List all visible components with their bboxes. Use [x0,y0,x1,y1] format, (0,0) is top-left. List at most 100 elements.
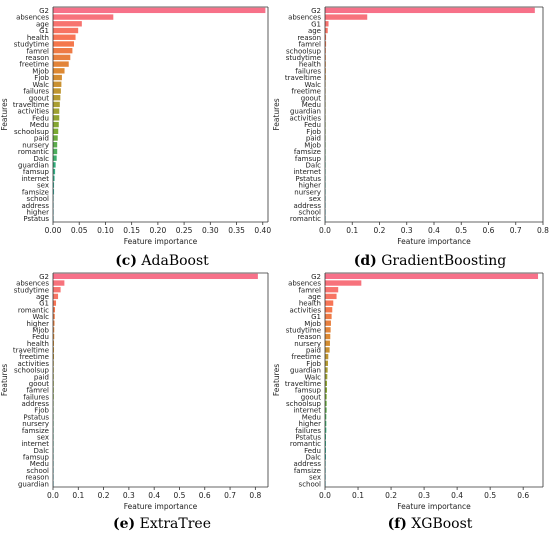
category-label: Fedu [304,447,321,455]
category-label: health [27,340,49,348]
category-label: paid [34,135,49,143]
category-label: nursery [22,141,49,149]
category-label: G1 [311,313,321,321]
category-label: famsup [295,387,322,395]
x-tick-label: 0.5 [174,491,186,500]
bar-nursery [325,340,330,346]
category-label: activities [289,306,321,314]
category-label: Pstatus [295,433,321,441]
category-label: Fedu [32,114,49,122]
bar-internet [53,175,55,182]
category-label: famsize [22,188,49,196]
category-label: activities [289,114,321,122]
bar-age [53,21,82,27]
x-axis-title: Feature importance [397,502,471,511]
bar-romantic [53,148,58,155]
chart-adaboost: G2absencesageG1healthstudytimefamrelreas… [0,6,271,246]
caption-extratree: (e) ExtraTree [62,516,262,532]
bar-failures [325,427,327,433]
bar-G2 [53,7,266,14]
category-label: Walc [32,81,49,89]
bar-health [53,340,55,346]
category-label: Dalc [34,447,50,455]
category-label: age [308,293,321,301]
x-tick-label: 0.0 [319,226,331,235]
x-tick-label: 0.6 [483,226,495,235]
bar-romantic [53,307,56,313]
category-label: health [299,300,321,308]
category-label: sex [37,182,49,190]
bar-G1 [53,27,79,34]
category-label: Dalc [306,454,322,462]
category-label: studytime [14,286,49,294]
bar-G2 [325,273,539,280]
category-label: guardian [18,480,49,488]
category-label: Fedu [304,121,321,129]
bar-absences [325,14,368,20]
category-label: goout [29,94,49,102]
category-label: G1 [311,20,321,28]
bar-Dalc [325,454,326,460]
category-label: G2 [311,7,321,15]
bar-famsup [53,168,56,175]
category-label: Mjob [32,67,49,75]
category-label: age [308,27,321,35]
bar-sex [53,182,55,188]
x-tick-label: 0.20 [150,226,167,235]
category-label: famrel [26,47,49,55]
bar-nursery [53,142,58,148]
x-tick-label: 0.1 [346,226,358,235]
category-label: higher [299,182,322,190]
bar-Fedu [53,333,55,340]
x-tick-label: 0.8 [249,491,261,500]
category-label: Medu [30,460,49,468]
category-label: internet [293,407,321,415]
category-label: goout [301,393,321,401]
category-label: romantic [290,440,321,448]
y-axis-title: Features [0,98,9,130]
x-tick-label: 0.1 [352,491,364,500]
category-label: famrel [298,41,321,49]
x-axis-title: Feature importance [124,237,198,246]
caption-text: AdaBoost [141,253,209,269]
bar-absences [53,14,114,20]
bar-G1 [325,313,332,320]
bar-schoolsup [325,400,327,407]
x-tick-label: 0.15 [123,226,140,235]
bar-freetime [53,61,69,67]
bar-age [53,293,59,300]
category-label: Fjob [306,128,321,136]
bar-age [325,27,328,34]
caption-xgboost: (f) XGBoost [330,516,530,532]
bar-paid [53,135,58,141]
x-tick-label: 0.00 [45,226,62,235]
category-label: freetime [291,353,321,361]
caption-letter: (c) [115,253,137,269]
category-label: studytime [14,41,49,49]
bar-G1 [325,21,329,27]
bar-Walc [53,313,55,320]
category-label: Walc [304,81,321,89]
category-label: traveltime [13,101,49,109]
category-label: guardian [290,367,321,375]
category-label: health [27,34,49,42]
category-label: failures [295,427,321,435]
caption-text: XGBoost [411,516,473,532]
category-label: freetime [19,61,49,69]
bar-schoolsup [325,47,326,54]
category-label: sex [309,474,321,482]
bar-Medu [53,121,59,128]
category-label: Medu [302,413,321,421]
x-tick-label: 0.2 [374,226,386,235]
bar-Mjob [53,68,65,74]
category-label: Dalc [306,161,322,169]
bar-Pstatus [325,434,326,440]
x-tick-label: 0.4 [148,491,160,500]
category-label: G1 [39,27,49,35]
bar-absences [325,280,362,286]
category-label: G2 [39,7,49,15]
x-tick-label: 0.40 [254,226,271,235]
category-label: Fjob [34,74,49,82]
x-tick-label: 0.6 [199,491,211,500]
bar-Medu [325,414,327,420]
